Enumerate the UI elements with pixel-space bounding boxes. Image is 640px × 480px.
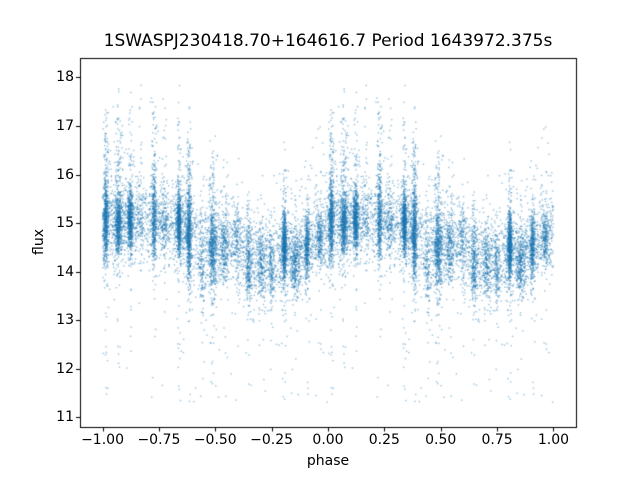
x-tick-label: −0.25: [250, 432, 294, 448]
y-tick-label: 14: [56, 263, 74, 280]
x-axis-label: phase: [306, 453, 350, 469]
x-tick-label: 0.50: [425, 432, 457, 448]
x-tick-label: −0.50: [193, 432, 237, 448]
y-tick-label: 13: [56, 312, 74, 329]
x-tick-label: 0.75: [481, 432, 513, 448]
y-tick-label: 12: [56, 360, 74, 377]
x-tick-label: 0.00: [312, 432, 344, 448]
x-tick-label: 1.00: [537, 432, 570, 448]
y-tick-label: 11: [56, 409, 74, 426]
y-tick-label: 15: [56, 215, 74, 232]
y-tick-label: 18: [56, 69, 74, 86]
x-tick-label: −0.75: [137, 432, 181, 448]
plot-title: 1SWASPJ230418.70+164616.7 Period 1643972…: [103, 31, 553, 51]
y-tick-label: 17: [56, 117, 74, 134]
x-tick-label: −1.00: [81, 432, 124, 448]
y-tick-label: 16: [56, 166, 74, 183]
x-tick-label: 0.25: [368, 432, 400, 448]
y-axis-label: flux: [31, 229, 47, 255]
